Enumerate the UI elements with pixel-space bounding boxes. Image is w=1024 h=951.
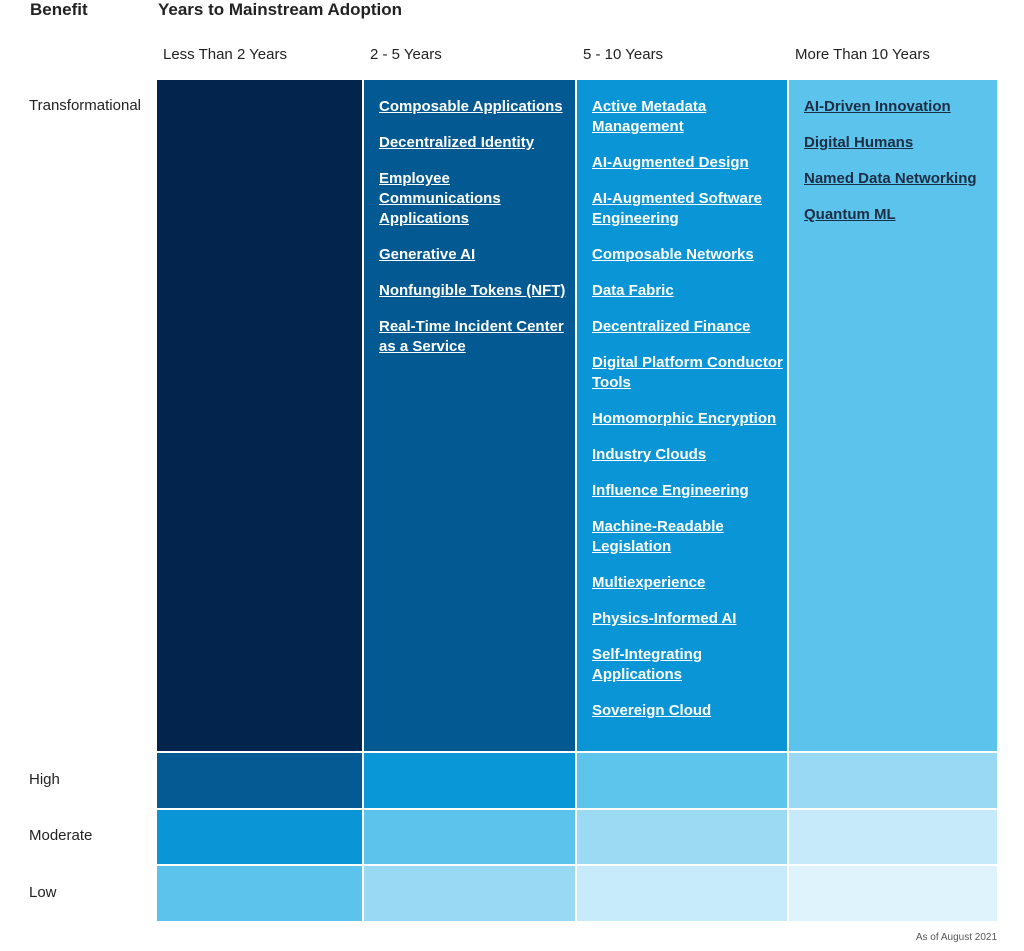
technology-link[interactable]: Influence Engineering — [592, 482, 749, 499]
benefit-header: Benefit — [30, 0, 88, 19]
column-header-less-than-2: Less Than 2 Years — [163, 46, 287, 63]
cell-high-5-10 — [577, 753, 787, 808]
cell-transformational-more-than-10 — [789, 80, 997, 751]
technology-link[interactable]: Decentralized Identity — [379, 134, 535, 151]
row-label-low: Low — [29, 884, 57, 901]
technology-link[interactable]: Sovereign Cloud — [592, 702, 712, 719]
list-transformational-2-5: Composable Applications Decentralized Ide… — [379, 97, 575, 373]
row-label-moderate: Moderate — [29, 827, 93, 844]
cell-low-less-than-2 — [157, 866, 362, 921]
cell-low-2-5 — [364, 866, 575, 921]
cell-high-more-than-10 — [789, 753, 997, 808]
technology-link[interactable]: Self-Integrating Applications — [592, 646, 703, 683]
technology-link[interactable]: AI-Augmented Design — [592, 154, 749, 171]
cell-low-more-than-10 — [789, 866, 997, 921]
list-transformational-5-10: Active Metadata Management AI-Augmented D… — [592, 97, 788, 737]
technology-link[interactable]: Industry Clouds — [592, 446, 707, 463]
technology-link[interactable]: Physics-Informed AI — [592, 610, 737, 627]
technology-link[interactable]: Homomorphic Encryption — [592, 410, 777, 427]
cell-moderate-5-10 — [577, 810, 787, 864]
technology-link[interactable]: Generative AI — [379, 246, 476, 263]
technology-link[interactable]: Decentralized Finance — [592, 318, 751, 335]
technology-link[interactable]: Digital Platform Conductor Tools — [592, 354, 783, 391]
cell-transformational-5-10 — [577, 80, 787, 751]
technology-link[interactable]: Machine-Readable Legislation — [592, 518, 724, 555]
footnote-as-of-date: As of August 2021 — [915, 932, 997, 943]
technology-link[interactable]: Composable Applications — [379, 98, 563, 115]
cell-high-less-than-2 — [157, 753, 362, 808]
cell-moderate-more-than-10 — [789, 810, 997, 864]
technology-link[interactable]: Employee Communications Applications — [379, 170, 501, 227]
technology-link[interactable]: Data Fabric — [592, 282, 674, 299]
cell-moderate-2-5 — [364, 810, 575, 864]
technology-link[interactable]: AI-Driven Innovation — [804, 98, 951, 115]
technology-link[interactable]: Nonfungible Tokens (NFT) — [379, 282, 566, 299]
column-header-more-than-10: More Than 10 Years — [795, 46, 930, 63]
technology-link[interactable]: AI-Augmented Software Engineering — [592, 190, 763, 227]
cell-low-5-10 — [577, 866, 787, 921]
technology-link[interactable]: Quantum ML — [804, 206, 896, 223]
technology-link[interactable]: Active Metadata Management — [592, 98, 707, 135]
years-header: Years to Mainstream Adoption — [158, 0, 403, 19]
cell-moderate-less-than-2 — [157, 810, 362, 864]
technology-link[interactable]: Real-Time Incident Center as a Service — [379, 318, 564, 355]
row-label-transformational: Transformational — [29, 97, 141, 114]
row-label-high: High — [29, 771, 60, 788]
cell-high-2-5 — [364, 753, 575, 808]
column-header-5-10: 5 - 10 Years — [583, 46, 664, 63]
technology-link[interactable]: Composable Networks — [592, 246, 754, 263]
technology-link[interactable]: Digital Humans — [804, 134, 914, 151]
cell-transformational-2-5 — [364, 80, 575, 751]
technology-link[interactable]: Named Data Networking — [804, 170, 977, 187]
technology-link[interactable]: Multiexperience — [592, 574, 706, 591]
list-transformational-more-than-10: AI-Driven Innovation Digital Humans Named … — [804, 97, 1000, 241]
column-header-2-5: 2 - 5 Years — [370, 46, 442, 63]
cell-transformational-less-than-2 — [157, 80, 362, 751]
